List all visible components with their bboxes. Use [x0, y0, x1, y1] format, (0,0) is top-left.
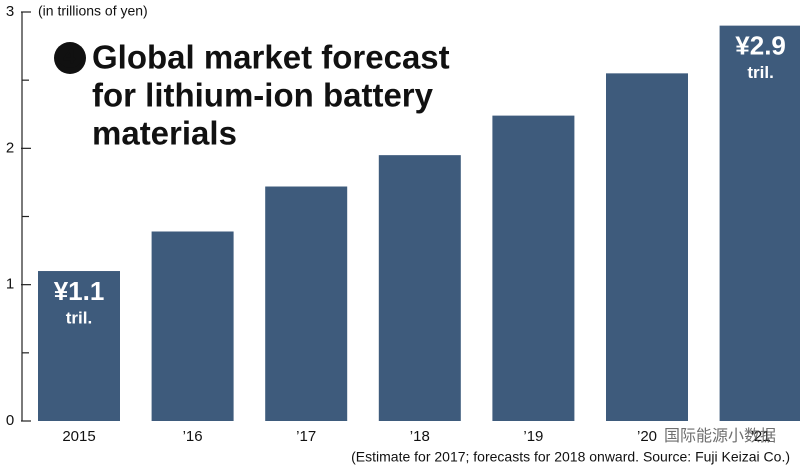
- value-label: ¥1.1: [54, 276, 105, 306]
- chart-title: Global market forecast: [92, 39, 450, 76]
- footnote: (Estimate for 2017; forecasts for 2018 o…: [351, 449, 790, 465]
- x-tick-label: ’17: [296, 428, 316, 445]
- watermark: 国际能源小数据: [664, 427, 776, 445]
- x-tick-label: ’21: [751, 428, 771, 445]
- x-tick-label: ’16: [183, 428, 203, 445]
- value-label: ¥2.9: [735, 31, 786, 61]
- bar: [492, 115, 575, 421]
- bar: [719, 25, 800, 422]
- y-tick-label: 0: [6, 412, 14, 429]
- x-tick-label: ’18: [410, 428, 430, 445]
- y-tick-label: 2: [6, 139, 14, 156]
- chart-title: materials: [92, 115, 237, 152]
- chart-title: for lithium-ion battery: [92, 77, 434, 114]
- x-tick-label: ’19: [523, 428, 543, 445]
- y-tick-label: 1: [6, 276, 14, 293]
- x-tick-label: ’20: [637, 428, 657, 445]
- title-marker-bg: [54, 42, 86, 74]
- value-label: tril.: [747, 63, 773, 82]
- bar: [378, 155, 461, 421]
- bar: [38, 271, 120, 421]
- bar: [265, 186, 348, 421]
- x-tick-label: 2015: [62, 428, 95, 445]
- title-marker: ❹: [56, 38, 85, 74]
- value-label: tril.: [66, 309, 92, 328]
- bar: [151, 231, 234, 421]
- bar: [606, 73, 688, 421]
- y-tick-label: 3: [6, 3, 14, 20]
- y-axis-label: (in trillions of yen): [38, 3, 148, 19]
